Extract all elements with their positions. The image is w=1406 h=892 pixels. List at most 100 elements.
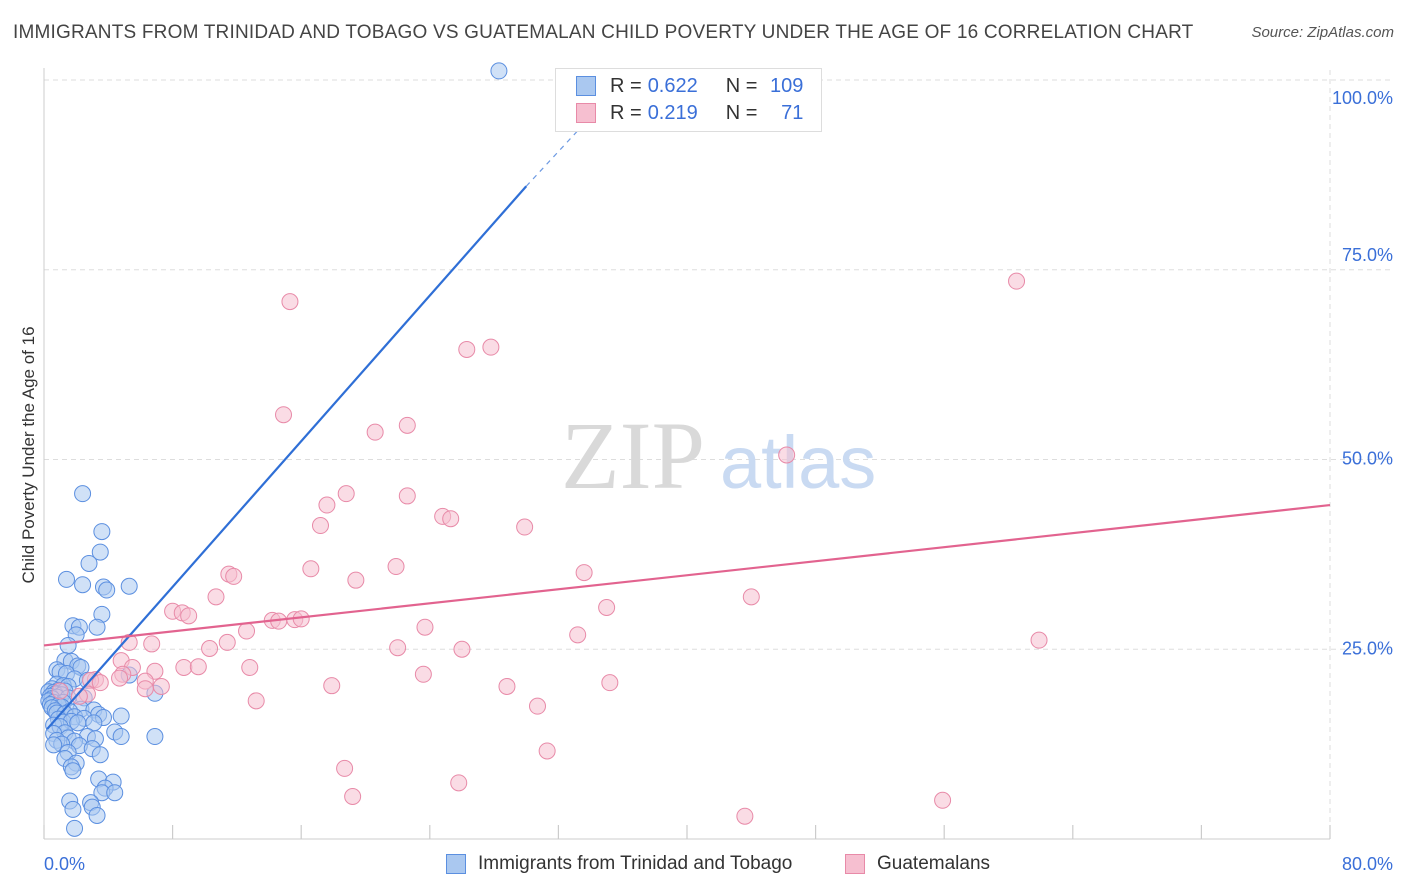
data-point-trinidad-tobago [80, 554, 98, 572]
data-point-guatemalans [414, 665, 432, 683]
data-point-guatemalans [152, 677, 170, 695]
data-point-guatemalans [498, 677, 516, 695]
data-point-guatemalans [398, 487, 416, 505]
data-point-guatemalans [516, 518, 534, 536]
data-point-trinidad-tobago [58, 570, 76, 588]
tick-labels: 100.0% 75.0% 50.0% 25.0% 0.0% 80.0% [44, 88, 1393, 874]
data-point-guatemalans [569, 626, 587, 644]
data-point-guatemalans [575, 564, 593, 582]
data-point-guatemalans [275, 406, 293, 424]
data-point-trinidad-tobago [146, 728, 164, 746]
data-point-trinidad-tobago [91, 746, 109, 764]
data-point-guatemalans [281, 293, 299, 311]
data-point-trinidad-tobago [45, 736, 63, 754]
data-point-guatemalans [201, 639, 219, 657]
data-point-guatemalans [416, 618, 434, 636]
data-point-trinidad-tobago [74, 576, 92, 594]
bottom-legend-label: Immigrants from Trinidad and Tobago [478, 853, 793, 874]
data-point-guatemalans [238, 622, 256, 640]
trend-line-guatemalans [43, 503, 1331, 647]
data-point-guatemalans [934, 791, 952, 809]
data-point-guatemalans [1030, 631, 1048, 649]
stats-legend: R = 0.622 N = 109 R = 0.219 N = 71 [555, 68, 822, 132]
data-point-guatemalans [136, 680, 154, 698]
data-point-guatemalans [225, 567, 243, 585]
data-point-guatemalans [302, 560, 320, 578]
watermark: ZIP atlas [561, 402, 876, 509]
trend-lines [43, 125, 1331, 730]
bottom-legend-label: Guatemalans [877, 853, 991, 874]
data-point-guatemalans [91, 674, 109, 692]
legend-swatch-blue [576, 76, 596, 96]
data-point-guatemalans [111, 669, 129, 687]
series-immigrants-trinidad-tobago [40, 62, 508, 837]
data-point-guatemalans [323, 677, 341, 695]
chart-title: IMMIGRANTS FROM TRINIDAD AND TOBAGO VS G… [13, 22, 1194, 43]
bottom-legend-item-trinidad-tobago[interactable]: Immigrants from Trinidad and Tobago [446, 852, 792, 876]
legend-row-blue: R = 0.622 N = 109 [576, 75, 803, 97]
data-point-guatemalans [218, 633, 236, 651]
legend-row-pink: R = 0.219 N = 71 [576, 102, 803, 124]
bottom-legend-swatch-pink [845, 854, 865, 874]
data-point-trinidad-tobago [98, 581, 116, 599]
y-tick-label: 50.0% [1342, 449, 1393, 469]
data-point-guatemalans [70, 687, 88, 705]
data-point-trinidad-tobago [112, 707, 130, 725]
data-point-guatemalans [389, 639, 407, 657]
data-point-guatemalans [344, 787, 362, 805]
gridlines [44, 70, 1392, 839]
data-point-guatemalans [736, 807, 754, 825]
bottom-legend-item-guatemalans[interactable]: Guatemalans [845, 852, 990, 876]
legend-r-value: 0.622 [647, 74, 698, 97]
trend-line-trinidad-tobago [46, 185, 528, 730]
data-point-trinidad-tobago [93, 523, 111, 541]
x-tick-label-max: 80.0% [1342, 854, 1393, 874]
legend-r-label: R = [610, 74, 642, 97]
data-point-guatemalans [482, 338, 500, 356]
legend-n-value: 109 [770, 74, 804, 97]
y-tick-label: 75.0% [1342, 245, 1393, 265]
data-point-guatemalans [241, 658, 259, 676]
data-point-guatemalans [442, 510, 460, 528]
legend-r-value: 0.219 [647, 101, 698, 124]
legend-r-label: R = [610, 101, 642, 124]
data-point-guatemalans [366, 423, 384, 441]
data-point-trinidad-tobago [88, 806, 106, 824]
data-point-trinidad-tobago [88, 618, 106, 636]
data-point-guatemalans [601, 674, 619, 692]
trend-line-extension [525, 125, 583, 187]
data-point-trinidad-tobago [74, 485, 92, 503]
data-point-guatemalans [742, 588, 760, 606]
data-point-trinidad-tobago [112, 728, 130, 746]
data-point-guatemalans [453, 640, 471, 658]
data-point-guatemalans [778, 446, 796, 464]
data-point-guatemalans [336, 759, 354, 777]
data-point-trinidad-tobago [64, 762, 82, 780]
bottom-legend-swatch-blue [446, 854, 466, 874]
data-point-guatemalans [598, 599, 616, 617]
watermark-atlas: atlas [720, 421, 876, 504]
data-point-trinidad-tobago [66, 819, 84, 837]
data-point-guatemalans [189, 658, 207, 676]
data-point-guatemalans [347, 571, 365, 589]
watermark-zip: ZIP [561, 402, 705, 509]
y-tick-label: 25.0% [1342, 638, 1393, 658]
data-point-trinidad-tobago [64, 800, 82, 818]
data-point-trinidad-tobago [91, 543, 109, 561]
data-point-guatemalans [51, 682, 69, 700]
data-point-guatemalans [143, 635, 161, 653]
data-point-guatemalans [458, 340, 476, 358]
series-guatemalans [51, 272, 1048, 825]
legend-n-label: N = [725, 74, 758, 97]
data-point-guatemalans [175, 658, 193, 676]
data-point-guatemalans [387, 558, 405, 576]
data-point-guatemalans [180, 607, 198, 625]
data-point-guatemalans [529, 697, 547, 715]
data-point-guatemalans [337, 485, 355, 503]
data-point-guatemalans [318, 496, 336, 514]
y-tick-label: 100.0% [1332, 88, 1393, 108]
y-axis-label: Child Poverty Under the Age of 16 [19, 326, 38, 583]
axes [43, 68, 1331, 840]
x-tick-label-min: 0.0% [44, 854, 85, 874]
